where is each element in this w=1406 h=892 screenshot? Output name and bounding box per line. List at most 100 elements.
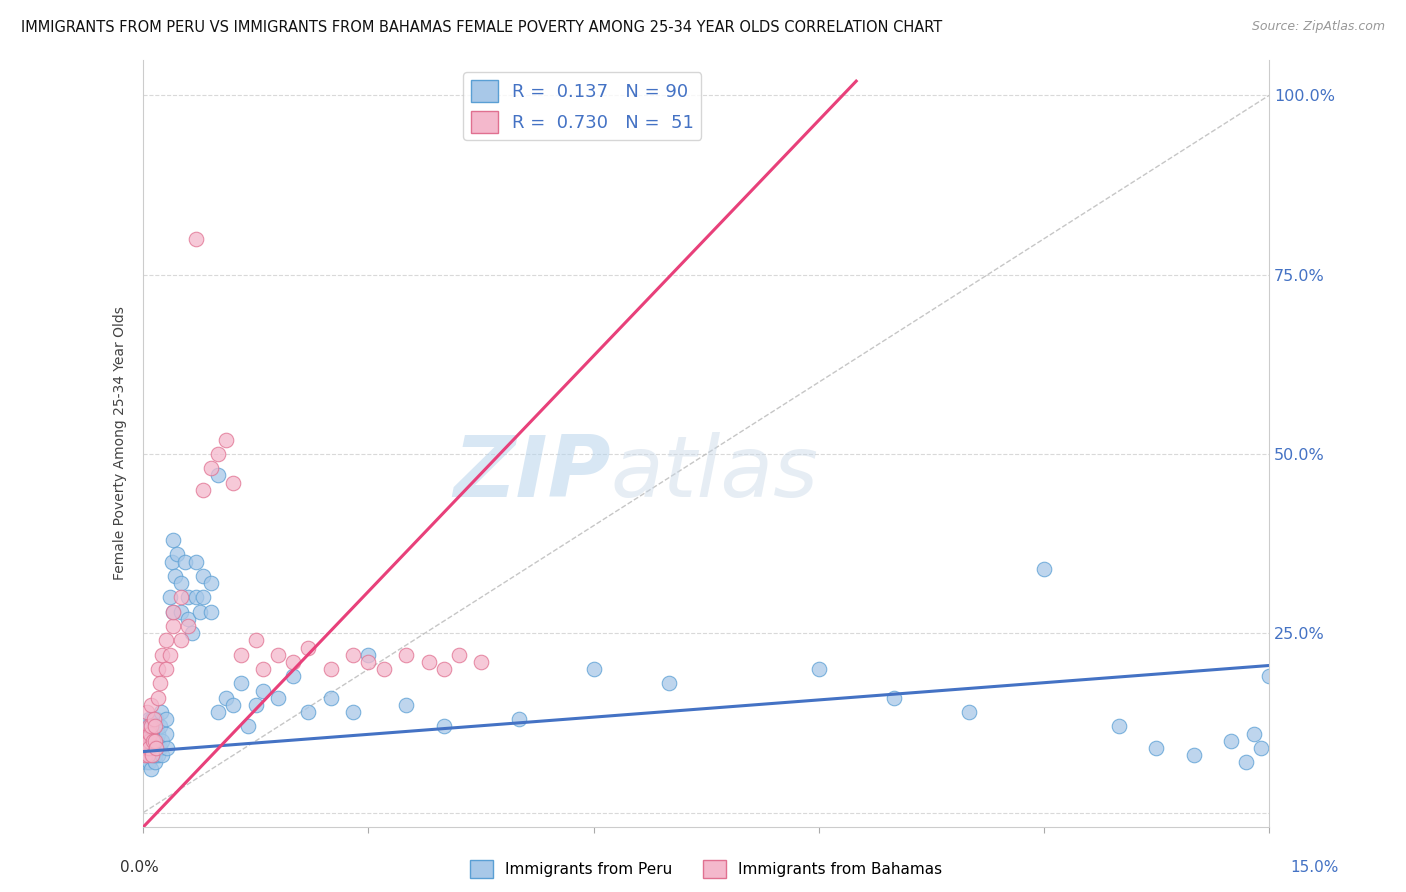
Point bbox=[470, 655, 492, 669]
Point bbox=[170, 633, 193, 648]
Point bbox=[297, 705, 319, 719]
Point bbox=[150, 748, 173, 763]
Point bbox=[138, 712, 160, 726]
Text: ZIP: ZIP bbox=[453, 433, 610, 516]
Point bbox=[156, 741, 179, 756]
Point bbox=[143, 756, 166, 770]
Point bbox=[418, 655, 440, 669]
Point bbox=[395, 648, 418, 662]
Point bbox=[141, 748, 163, 763]
Point bbox=[373, 662, 395, 676]
Point bbox=[1108, 719, 1130, 733]
Point bbox=[141, 712, 163, 726]
Point bbox=[245, 698, 267, 712]
Point bbox=[447, 648, 470, 662]
Point bbox=[135, 733, 157, 747]
Point bbox=[184, 555, 207, 569]
Point bbox=[136, 748, 159, 763]
Text: Source: ZipAtlas.com: Source: ZipAtlas.com bbox=[1251, 20, 1385, 33]
Point bbox=[159, 591, 181, 605]
Point bbox=[139, 719, 162, 733]
Point bbox=[245, 633, 267, 648]
Point bbox=[170, 576, 193, 591]
Point bbox=[135, 756, 157, 770]
Point bbox=[200, 576, 222, 591]
Point bbox=[142, 726, 165, 740]
Point bbox=[207, 705, 229, 719]
Point bbox=[177, 619, 200, 633]
Point bbox=[1182, 748, 1205, 763]
Point bbox=[229, 676, 252, 690]
Point bbox=[432, 719, 454, 733]
Point bbox=[135, 741, 157, 756]
Point bbox=[145, 712, 167, 726]
Point bbox=[207, 447, 229, 461]
Point bbox=[173, 555, 195, 569]
Point bbox=[148, 726, 170, 740]
Point bbox=[238, 719, 260, 733]
Point bbox=[163, 569, 186, 583]
Text: 15.0%: 15.0% bbox=[1291, 861, 1339, 875]
Point bbox=[883, 690, 905, 705]
Point bbox=[141, 733, 163, 747]
Point bbox=[134, 748, 156, 763]
Point bbox=[658, 676, 681, 690]
Point bbox=[148, 690, 170, 705]
Point bbox=[166, 547, 188, 561]
Y-axis label: Female Poverty Among 25-34 Year Olds: Female Poverty Among 25-34 Year Olds bbox=[114, 306, 128, 580]
Legend: R =  0.137   N = 90, R =  0.730   N =  51: R = 0.137 N = 90, R = 0.730 N = 51 bbox=[464, 72, 702, 140]
Point bbox=[139, 719, 162, 733]
Point bbox=[357, 648, 380, 662]
Point bbox=[162, 605, 184, 619]
Point bbox=[193, 569, 215, 583]
Point bbox=[267, 690, 290, 705]
Point bbox=[342, 648, 364, 662]
Point bbox=[207, 468, 229, 483]
Point bbox=[283, 669, 305, 683]
Point bbox=[136, 748, 159, 763]
Point bbox=[1234, 756, 1257, 770]
Point bbox=[155, 633, 177, 648]
Point bbox=[139, 763, 162, 777]
Point bbox=[142, 741, 165, 756]
Point bbox=[150, 648, 173, 662]
Point bbox=[139, 741, 162, 756]
Point bbox=[1032, 562, 1054, 576]
Point bbox=[170, 591, 193, 605]
Point bbox=[146, 733, 169, 747]
Point bbox=[297, 640, 319, 655]
Point bbox=[252, 662, 274, 676]
Point bbox=[357, 655, 380, 669]
Point bbox=[200, 461, 222, 475]
Point bbox=[149, 741, 172, 756]
Point bbox=[145, 726, 167, 740]
Point bbox=[184, 591, 207, 605]
Point bbox=[283, 655, 305, 669]
Point bbox=[200, 605, 222, 619]
Point bbox=[582, 662, 605, 676]
Point bbox=[193, 591, 215, 605]
Point bbox=[139, 733, 162, 747]
Point bbox=[145, 719, 167, 733]
Point bbox=[138, 733, 160, 747]
Point bbox=[155, 662, 177, 676]
Point bbox=[149, 705, 172, 719]
Point bbox=[142, 748, 165, 763]
Point bbox=[193, 483, 215, 497]
Point bbox=[148, 662, 170, 676]
Point bbox=[139, 698, 162, 712]
Point bbox=[807, 662, 830, 676]
Point bbox=[267, 648, 290, 662]
Point bbox=[138, 719, 160, 733]
Point bbox=[342, 705, 364, 719]
Point bbox=[139, 748, 162, 763]
Point bbox=[136, 741, 159, 756]
Point bbox=[215, 433, 238, 447]
Point bbox=[1220, 733, 1243, 747]
Point bbox=[142, 719, 165, 733]
Point bbox=[150, 733, 173, 747]
Point bbox=[134, 748, 156, 763]
Point bbox=[136, 719, 159, 733]
Point bbox=[181, 626, 204, 640]
Point bbox=[136, 726, 159, 740]
